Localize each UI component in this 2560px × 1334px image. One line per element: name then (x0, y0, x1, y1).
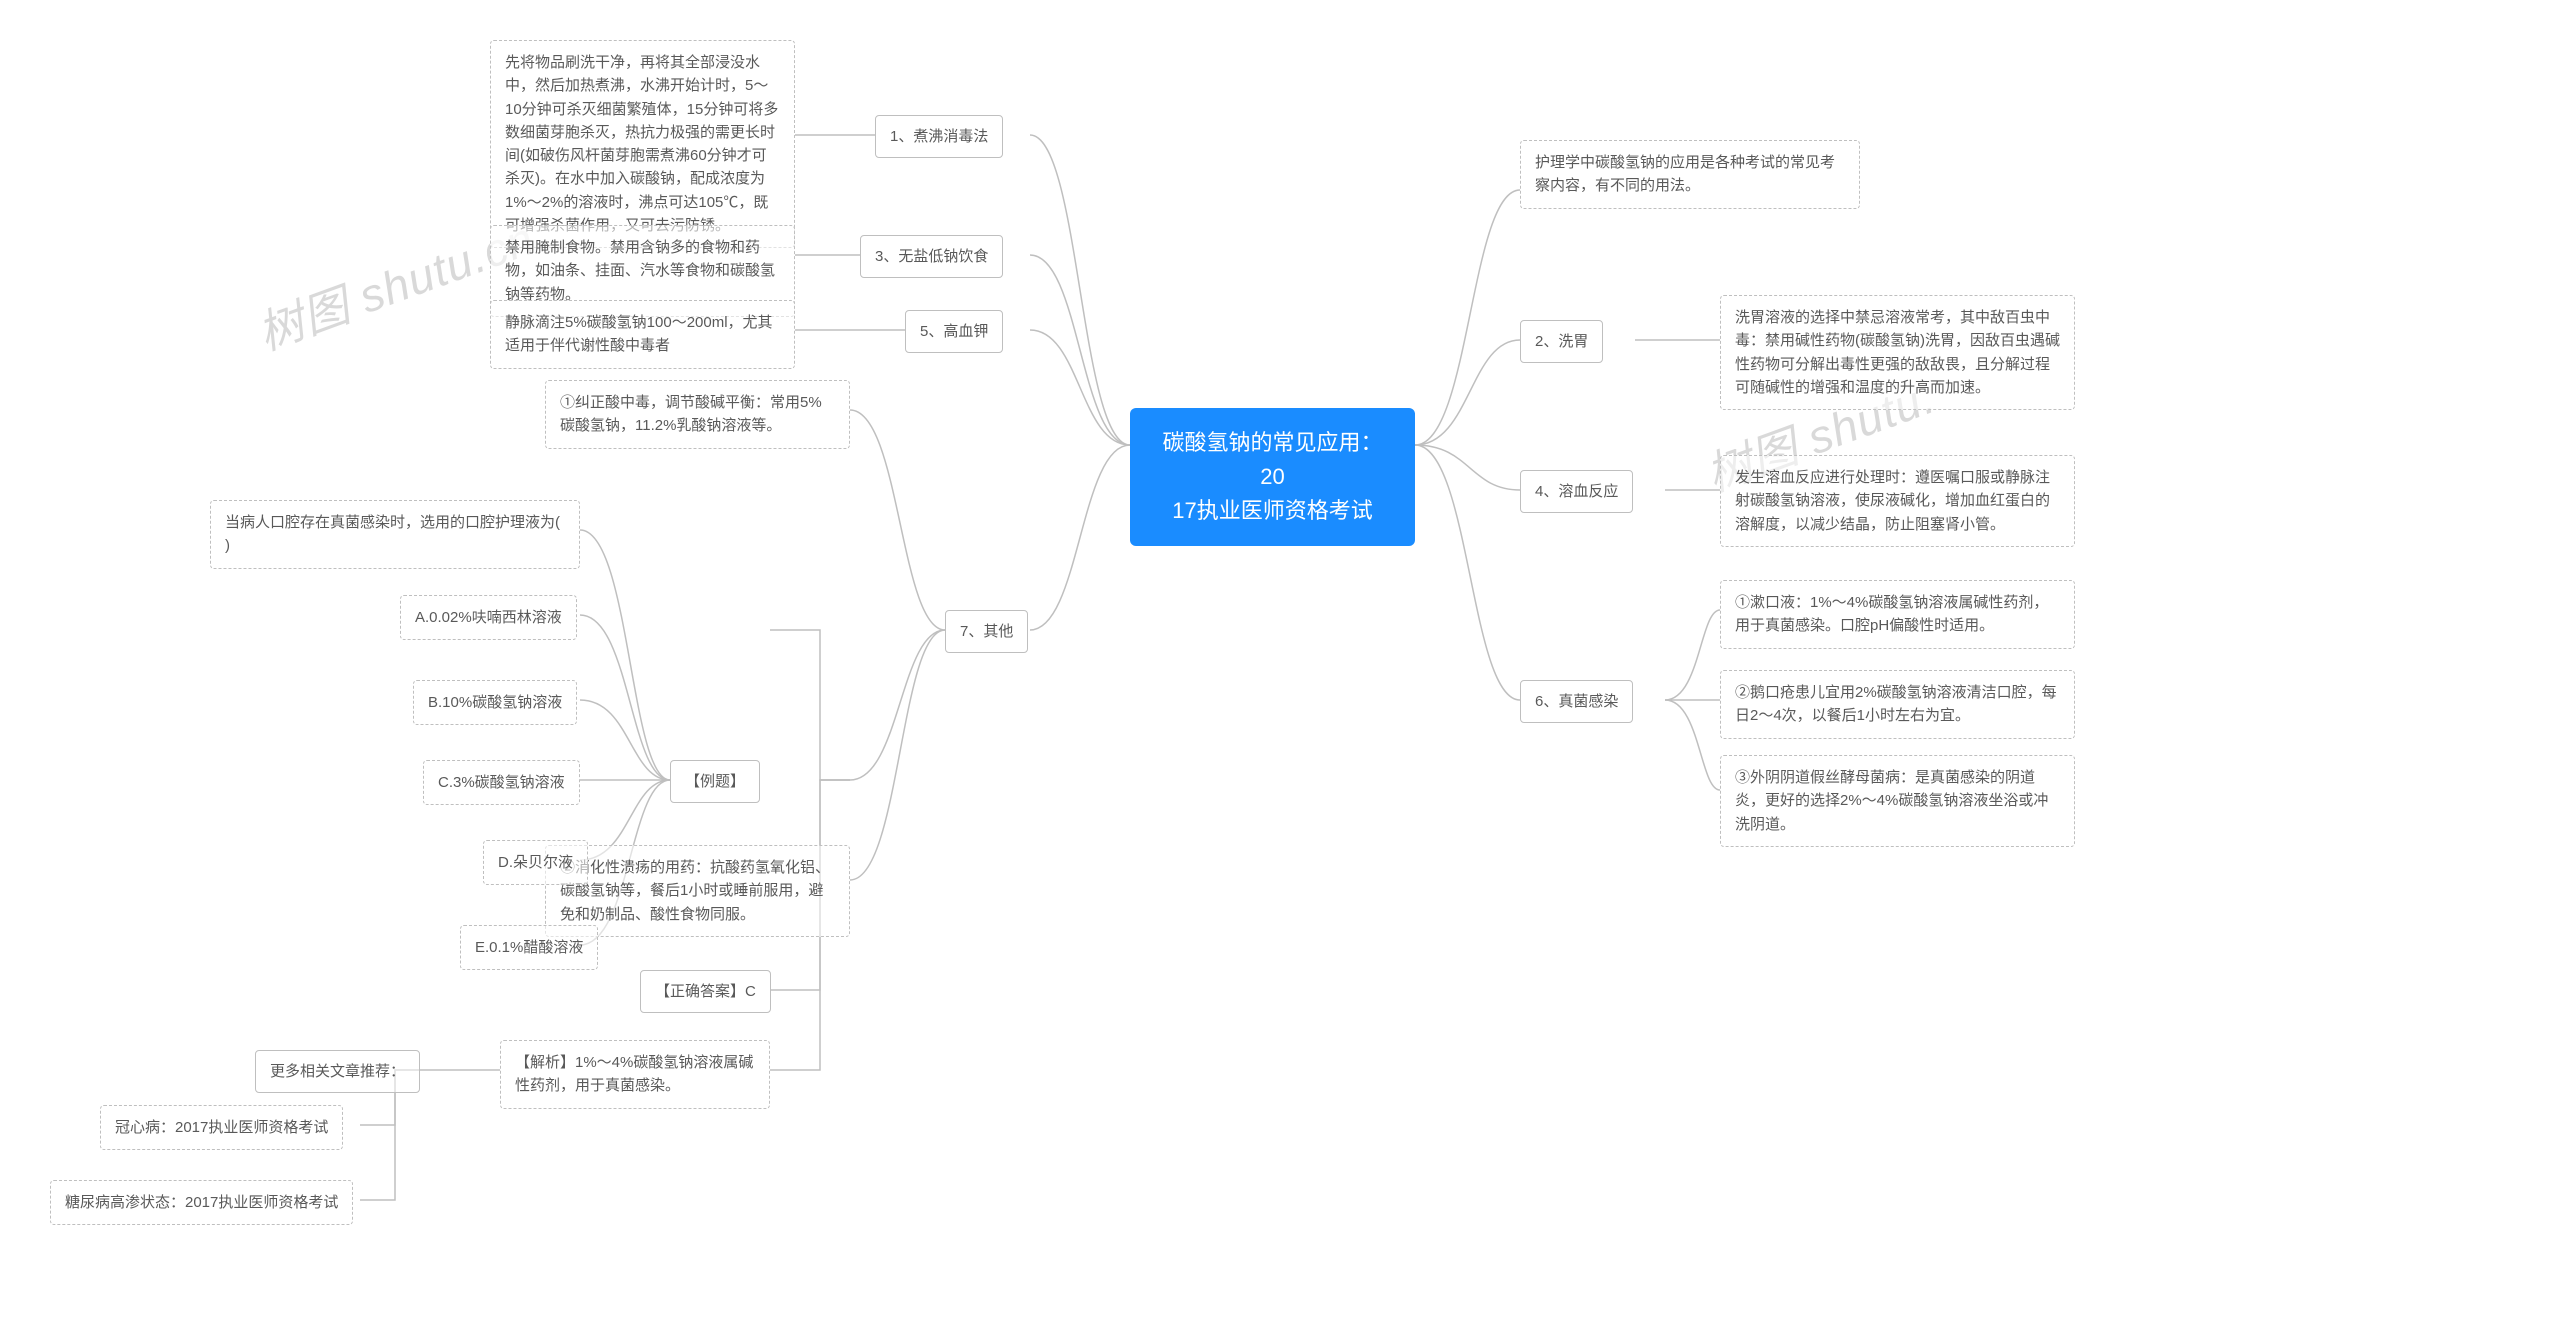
branch-5-detail: 静脉滴注5%碳酸氢钠100～200ml，尤其适用于伴代谢性酸中毒者 (490, 300, 795, 369)
example-optA: A.0.02%呋喃西林溶液 (400, 595, 577, 640)
more-link1: 冠心病：2017执业医师资格考试 (100, 1105, 343, 1150)
branch-6-d3: ③外阴阴道假丝酵母菌病：是真菌感染的阴道炎，更好的选择2%～4%碳酸氢钠溶液坐浴… (1720, 755, 2075, 847)
branch-2-detail: 洗胃溶液的选择中禁忌溶液常考，其中敌百虫中毒：禁用碱性药物(碳酸氢钠)洗胃，因敌… (1720, 295, 2075, 410)
branch-6-d2: ②鹅口疮患儿宜用2%碳酸氢钠溶液清洁口腔，每日2～4次，以餐后1小时左右为宜。 (1720, 670, 2075, 739)
root-line1: 碳酸氢钠的常见应用：20 (1162, 430, 1382, 489)
root-line2: 17执业医师资格考试 (1172, 498, 1372, 523)
branch-5: 5、高血钾 (905, 310, 1003, 353)
branch-4: 4、溶血反应 (1520, 470, 1633, 513)
branch-1-detail: 先将物品刷洗干净，再将其全部浸没水中，然后加热煮沸，水沸开始计时，5～10分钟可… (490, 40, 795, 248)
branch-7-d1: ①纠正酸中毒，调节酸碱平衡：常用5%碳酸氢钠，11.2%乳酸钠溶液等。 (545, 380, 850, 449)
more-label: 更多相关文章推荐： (255, 1050, 420, 1093)
branch-1: 1、煮沸消毒法 (875, 115, 1003, 158)
example-answer: 【正确答案】C (640, 970, 771, 1013)
branch-7: 7、其他 (945, 610, 1028, 653)
branch-4-detail: 发生溶血反应进行处理时：遵医嘱口服或静脉注射碳酸氢钠溶液，使尿液碱化，增加血红蛋… (1720, 455, 2075, 547)
example-optD: D.朵贝尔液 (483, 840, 588, 885)
example-optC: C.3%碳酸氢钠溶液 (423, 760, 580, 805)
branch-6-d1: ①漱口液：1%～4%碳酸氢钠溶液属碱性药剂，用于真菌感染。口腔pH偏酸性时适用。 (1720, 580, 2075, 649)
more-link2: 糖尿病高渗状态：2017执业医师资格考试 (50, 1180, 353, 1225)
intro-leaf: 护理学中碳酸氢钠的应用是各种考试的常见考察内容，有不同的用法。 (1520, 140, 1860, 209)
example-stem: 当病人口腔存在真菌感染时，选用的口腔护理液为( ) (210, 500, 580, 569)
example-analysis: 【解析】1%～4%碳酸氢钠溶液属碱性药剂，用于真菌感染。 (500, 1040, 770, 1109)
root-node: 碳酸氢钠的常见应用：20 17执业医师资格考试 (1130, 408, 1415, 546)
example-optB: B.10%碳酸氢钠溶液 (413, 680, 577, 725)
example-optE: E.0.1%醋酸溶液 (460, 925, 598, 970)
branch-2: 2、洗胃 (1520, 320, 1603, 363)
example-label: 【例题】 (670, 760, 760, 803)
branch-7-d2: ②消化性溃疡的用药：抗酸药氢氧化铝、碳酸氢钠等，餐后1小时或睡前服用，避免和奶制… (545, 845, 850, 937)
branch-3: 3、无盐低钠饮食 (860, 235, 1003, 278)
connectors (0, 0, 2560, 1334)
branch-6: 6、真菌感染 (1520, 680, 1633, 723)
